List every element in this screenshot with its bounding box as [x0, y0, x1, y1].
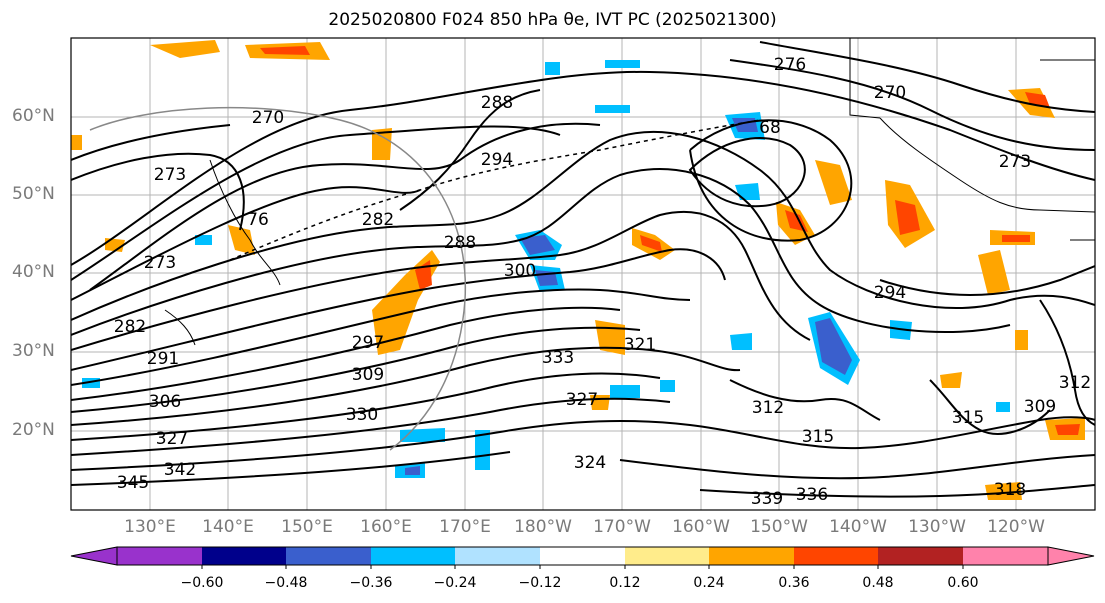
lon-label: 140°W: [829, 517, 887, 537]
colorbar-tick-label: −0.36: [349, 575, 393, 591]
colorbar-segment: [878, 547, 963, 565]
boundary-dashed: [229, 119, 761, 261]
contour-label: 273: [154, 165, 186, 185]
contour-label: 345: [117, 473, 149, 493]
colorbar-segment: [625, 547, 709, 565]
contour-label: 330: [346, 405, 378, 425]
lat-label-30n: 30°N: [12, 341, 55, 361]
colorbar-segment: [455, 547, 540, 565]
colorbar-tick-label: −0.24: [433, 575, 477, 591]
lon-label: 150°E: [281, 517, 333, 537]
contour-label: 327: [566, 390, 598, 410]
lon-label: 160°E: [360, 517, 412, 537]
contour-label: 270: [874, 83, 906, 103]
contour-label: 300: [504, 261, 536, 281]
colorbar-tick-label: 0.24: [693, 575, 725, 591]
colorbar-segment: [709, 547, 794, 565]
contour-label: 276: [774, 55, 806, 75]
contour-label: 321: [624, 335, 656, 355]
contour-label: 294: [874, 283, 906, 303]
colorbar-segment: [117, 547, 202, 565]
contour-label: 312: [1059, 373, 1091, 393]
ivt-positive-shading: [71, 40, 1085, 500]
colorbar-tick-label: −0.48: [264, 575, 308, 591]
contour-label: 324: [574, 453, 606, 473]
contour-label: 327: [156, 429, 188, 449]
lon-label: 160°W: [672, 517, 730, 537]
colorbar-tick-label: −0.60: [180, 575, 224, 591]
contour-label: 315: [802, 427, 834, 447]
contour-label: 336: [796, 485, 828, 505]
contour-label: 288: [444, 233, 476, 253]
contour-label: 309: [352, 365, 384, 385]
colorbar-extend-high: [1047, 546, 1095, 566]
contour-label: 306: [149, 392, 181, 412]
colorbar-tick-label: 0.12: [609, 575, 641, 591]
lon-label: 170°W: [593, 517, 651, 537]
colorbar-tick-label: 0.60: [947, 575, 979, 591]
contour-label: 318: [994, 480, 1026, 500]
lon-label: 130°W: [908, 517, 966, 537]
lon-label: 180°W: [514, 517, 572, 537]
contour-labels: 270 276 270 273 273 76 294 282 288 300 2…: [114, 55, 1091, 509]
colorbar-segment: [371, 547, 455, 565]
colorbar-tick-label: 0.36: [778, 575, 810, 591]
lon-label: 130°E: [124, 517, 176, 537]
colorbar-segment: [794, 547, 878, 565]
lat-label-50n: 50°N: [12, 184, 55, 204]
contour-label: 288: [481, 93, 513, 113]
coastlines: [164, 38, 1095, 346]
colorbar-tick-label: −0.12: [518, 575, 562, 591]
contour-label: 68: [759, 118, 781, 138]
contour-label: 76: [247, 210, 269, 230]
contour-label: 294: [481, 150, 513, 170]
colorbar-frame: [116, 546, 1049, 566]
lon-label: 140°E: [202, 517, 254, 537]
theta-e-contours: [71, 41, 1095, 498]
contour-label: 333: [542, 348, 574, 368]
contour-label: 315: [952, 408, 984, 428]
contour-label: 342: [164, 460, 196, 480]
lat-label-40n: 40°N: [12, 262, 55, 282]
lon-label: 120°W: [987, 517, 1045, 537]
contour-label: 282: [362, 210, 394, 230]
contour-label: 312: [752, 398, 784, 418]
colorbar-segment: [286, 547, 371, 565]
contour-label: 273: [144, 253, 176, 273]
lon-label: 170°E: [439, 517, 491, 537]
colorbar-segment: [540, 547, 625, 565]
contour-label: 270: [252, 108, 284, 128]
lat-label-20n: 20°N: [12, 420, 55, 440]
colorbar-segment: [202, 547, 286, 565]
contour-label: 282: [114, 317, 146, 337]
contour-label: 273: [999, 152, 1031, 172]
graticule: [71, 38, 1095, 510]
colorbar: [70, 546, 1095, 569]
lon-label: 150°W: [750, 517, 808, 537]
contour-label: 297: [352, 333, 384, 353]
map-frame: [70, 37, 1096, 511]
contour-label: 309: [1024, 397, 1056, 417]
lat-label-60n: 60°N: [12, 106, 55, 126]
colorbar-tick-label: 0.48: [862, 575, 894, 591]
contour-label: 339: [751, 489, 783, 509]
contour-label: 291: [147, 349, 179, 369]
map-title: 2025020800 F024 850 hPa θe, IVT PC (2025…: [328, 10, 777, 30]
colorbar-extend-low: [70, 546, 118, 566]
colorbar-segment: [963, 547, 1048, 565]
domain-arc: [89, 106, 467, 451]
